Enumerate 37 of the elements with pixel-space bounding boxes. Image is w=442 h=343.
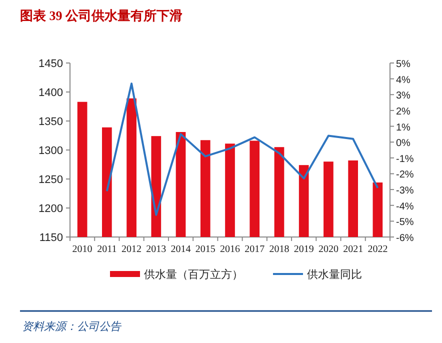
x-tick-label: 2017 [244, 244, 265, 255]
y2-tick-label: 3% [396, 90, 411, 102]
y2-tick-label: -2% [396, 170, 414, 181]
y-tick-label: 1400 [38, 87, 63, 99]
y-tick-label: 1300 [38, 145, 63, 157]
y-tick-label: 1450 [38, 58, 63, 70]
y2-tick-label: 5% [396, 59, 411, 70]
x-tick-label: 2010 [72, 244, 92, 255]
x-tick-label: 2013 [146, 244, 166, 255]
y2-tick-label: -3% [396, 186, 414, 197]
y-tick-label: 1350 [38, 116, 63, 128]
x-tick-label: 2012 [122, 244, 142, 255]
legend-label: 供水量（百万立方） [144, 268, 243, 281]
x-tick-label: 2011 [97, 244, 117, 255]
y2-tick-label: 0% [396, 138, 411, 150]
chart-title: 图表 39 公司供水量有所下滑 [20, 8, 182, 23]
y2-tick-label: -4% [396, 201, 414, 212]
legend-label: 供水量同比 [307, 268, 362, 281]
x-tick-label: 2016 [220, 244, 240, 255]
x-tick-label: 2014 [170, 244, 191, 255]
y-tick-label: 1150 [39, 232, 63, 244]
x-tick-label: 2015 [195, 244, 216, 255]
text: 资料来源：公司公告 [22, 320, 122, 333]
y2-tick-label: 1% [396, 122, 411, 134]
x-tick-label: 2022 [368, 244, 388, 255]
y2-tick-label: 2% [396, 106, 411, 118]
y-tick-label: 1250 [38, 174, 63, 186]
y-tick-label: 1200 [38, 203, 63, 215]
x-tick-label: 2018 [269, 244, 290, 255]
x-tick-label: 2020 [318, 244, 338, 255]
y2-tick-label: -1% [396, 154, 414, 165]
y2-tick-label: -5% [396, 217, 414, 228]
x-tick-label: 2021 [343, 244, 364, 255]
x-tick-label: 2019 [294, 244, 314, 255]
line-series [106, 82, 379, 216]
y2-tick-label: 4% [396, 74, 411, 86]
y2-tick-label: -6% [396, 233, 414, 244]
